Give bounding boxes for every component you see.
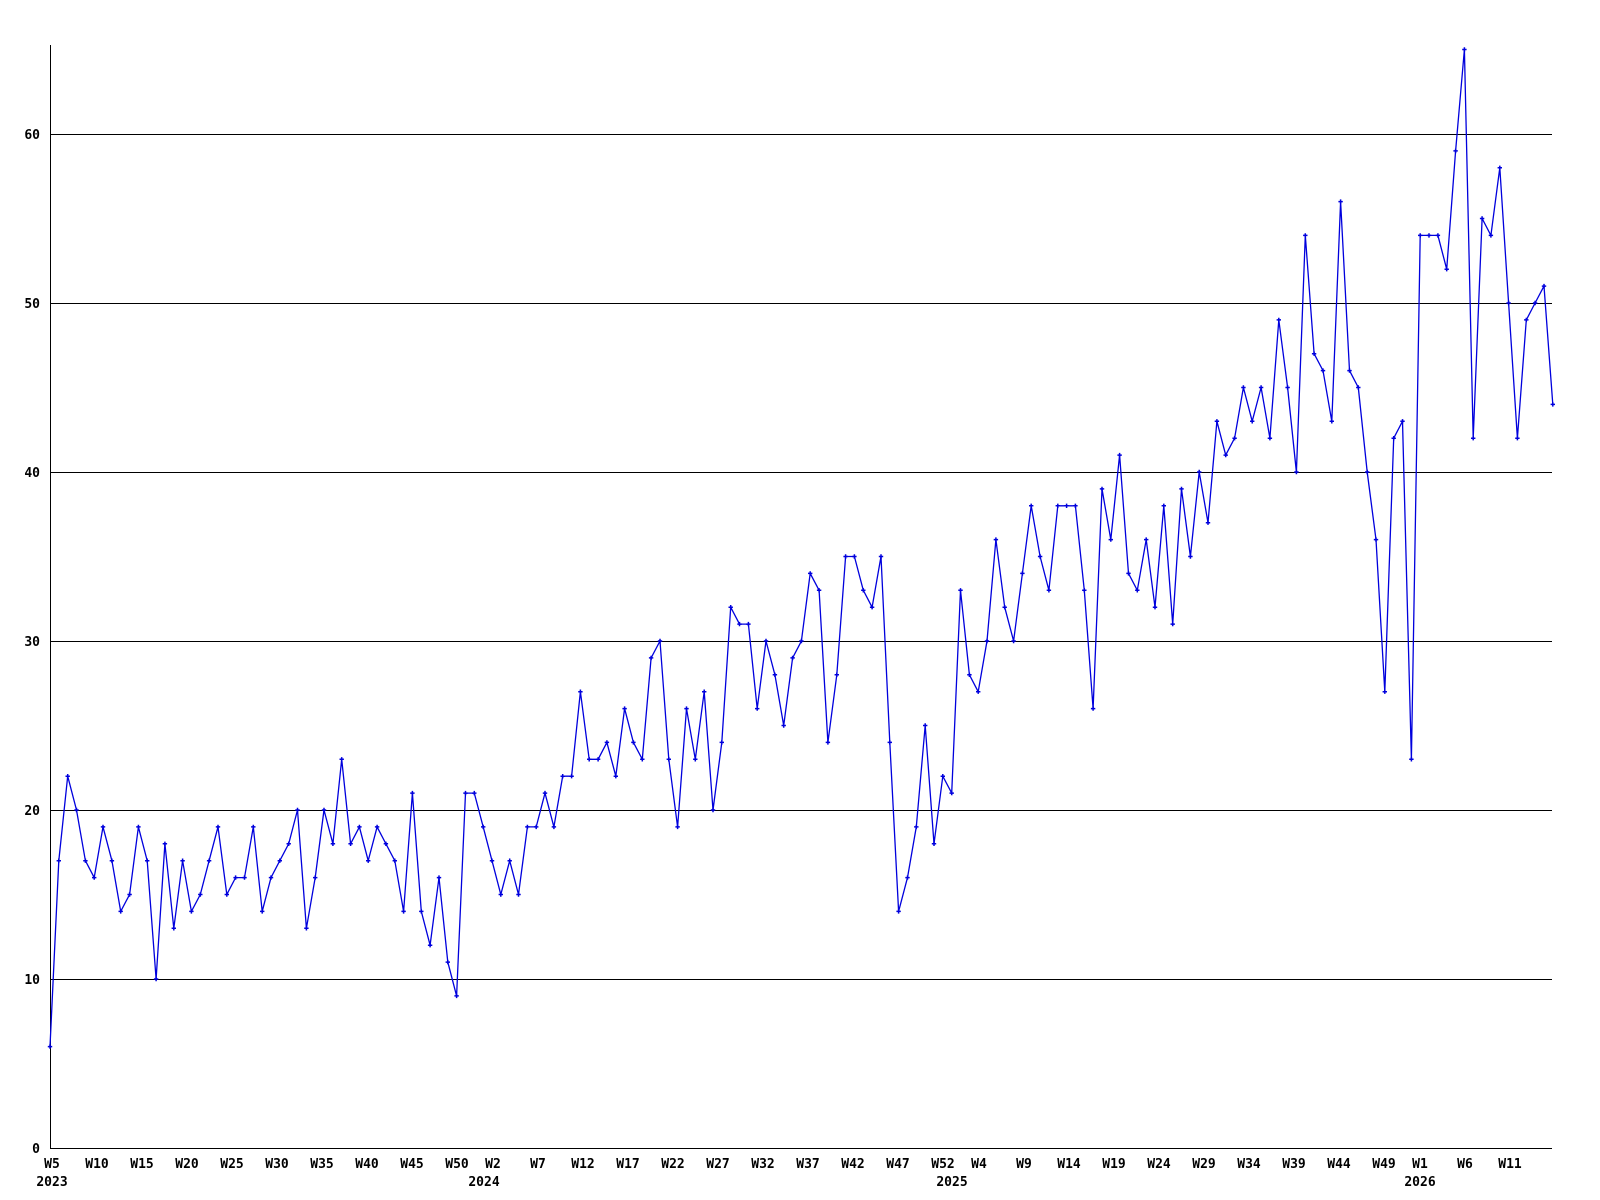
y-axis-tick-label: 30 xyxy=(24,635,40,650)
x-axis-tick-label: W52 xyxy=(931,1157,954,1172)
x-axis-tick-label: W45 xyxy=(400,1157,423,1172)
x-axis-tick-label: W4 xyxy=(971,1157,987,1172)
x-axis-tick-label: W47 xyxy=(886,1157,909,1172)
x-axis-tick-label: W1 xyxy=(1412,1157,1428,1172)
x-axis-tick-label: W5 xyxy=(44,1157,60,1172)
x-axis-tick-label: W40 xyxy=(355,1157,379,1172)
x-axis-tick-label: W42 xyxy=(841,1157,864,1172)
x-axis-tick-label: W35 xyxy=(310,1157,333,1172)
x-axis-tick-label: W17 xyxy=(616,1157,639,1172)
x-axis-tick-label: W27 xyxy=(706,1157,729,1172)
x-axis-tick-label: W24 xyxy=(1147,1157,1171,1172)
x-axis-tick-label: W34 xyxy=(1237,1157,1261,1172)
y-axis-tick-label: 50 xyxy=(24,297,40,312)
x-axis-tick-label: W11 xyxy=(1498,1157,1522,1172)
y-axis-tick-label: 60 xyxy=(24,128,40,143)
x-axis-tick-label: W6 xyxy=(1457,1157,1473,1172)
x-axis-tick-label: W29 xyxy=(1192,1157,1215,1172)
x-axis-tick-label: W19 xyxy=(1102,1157,1125,1172)
y-axis-tick-label: 0 xyxy=(32,1142,40,1157)
x-axis-year-label: 2026 xyxy=(1404,1175,1435,1190)
x-axis-tick-label: W7 xyxy=(530,1157,546,1172)
x-axis-tick-label: W15 xyxy=(130,1157,153,1172)
x-axis-tick-label: W14 xyxy=(1057,1157,1081,1172)
y-axis-tick-label: 40 xyxy=(24,466,40,481)
data-point-markers xyxy=(47,47,1555,1049)
x-axis-tick-label: W44 xyxy=(1327,1157,1351,1172)
x-axis-year-label: 2024 xyxy=(468,1175,499,1190)
x-axis-tick-label: W20 xyxy=(175,1157,199,1172)
x-axis-tick-label: W39 xyxy=(1282,1157,1305,1172)
x-axis-tick-label: W37 xyxy=(796,1157,819,1172)
x-axis-year-label: 2025 xyxy=(936,1175,967,1190)
y-axis-tick-label: 20 xyxy=(24,804,40,819)
x-axis-tick-label: W9 xyxy=(1016,1157,1032,1172)
x-axis-tick-label: W2 xyxy=(485,1157,501,1172)
x-axis-tick-label: W32 xyxy=(751,1157,774,1172)
x-axis-tick-label: W30 xyxy=(265,1157,289,1172)
x-axis-tick-label: W22 xyxy=(661,1157,684,1172)
x-axis-tick-label: W49 xyxy=(1372,1157,1395,1172)
x-axis-tick-label: W50 xyxy=(445,1157,469,1172)
x-axis-tick-label: W10 xyxy=(85,1157,109,1172)
x-axis-tick-label: W12 xyxy=(571,1157,594,1172)
x-axis-tick-label: W25 xyxy=(220,1157,243,1172)
y-axis-tick-label: 10 xyxy=(24,973,40,988)
x-axis-year-label: 2023 xyxy=(36,1175,67,1190)
